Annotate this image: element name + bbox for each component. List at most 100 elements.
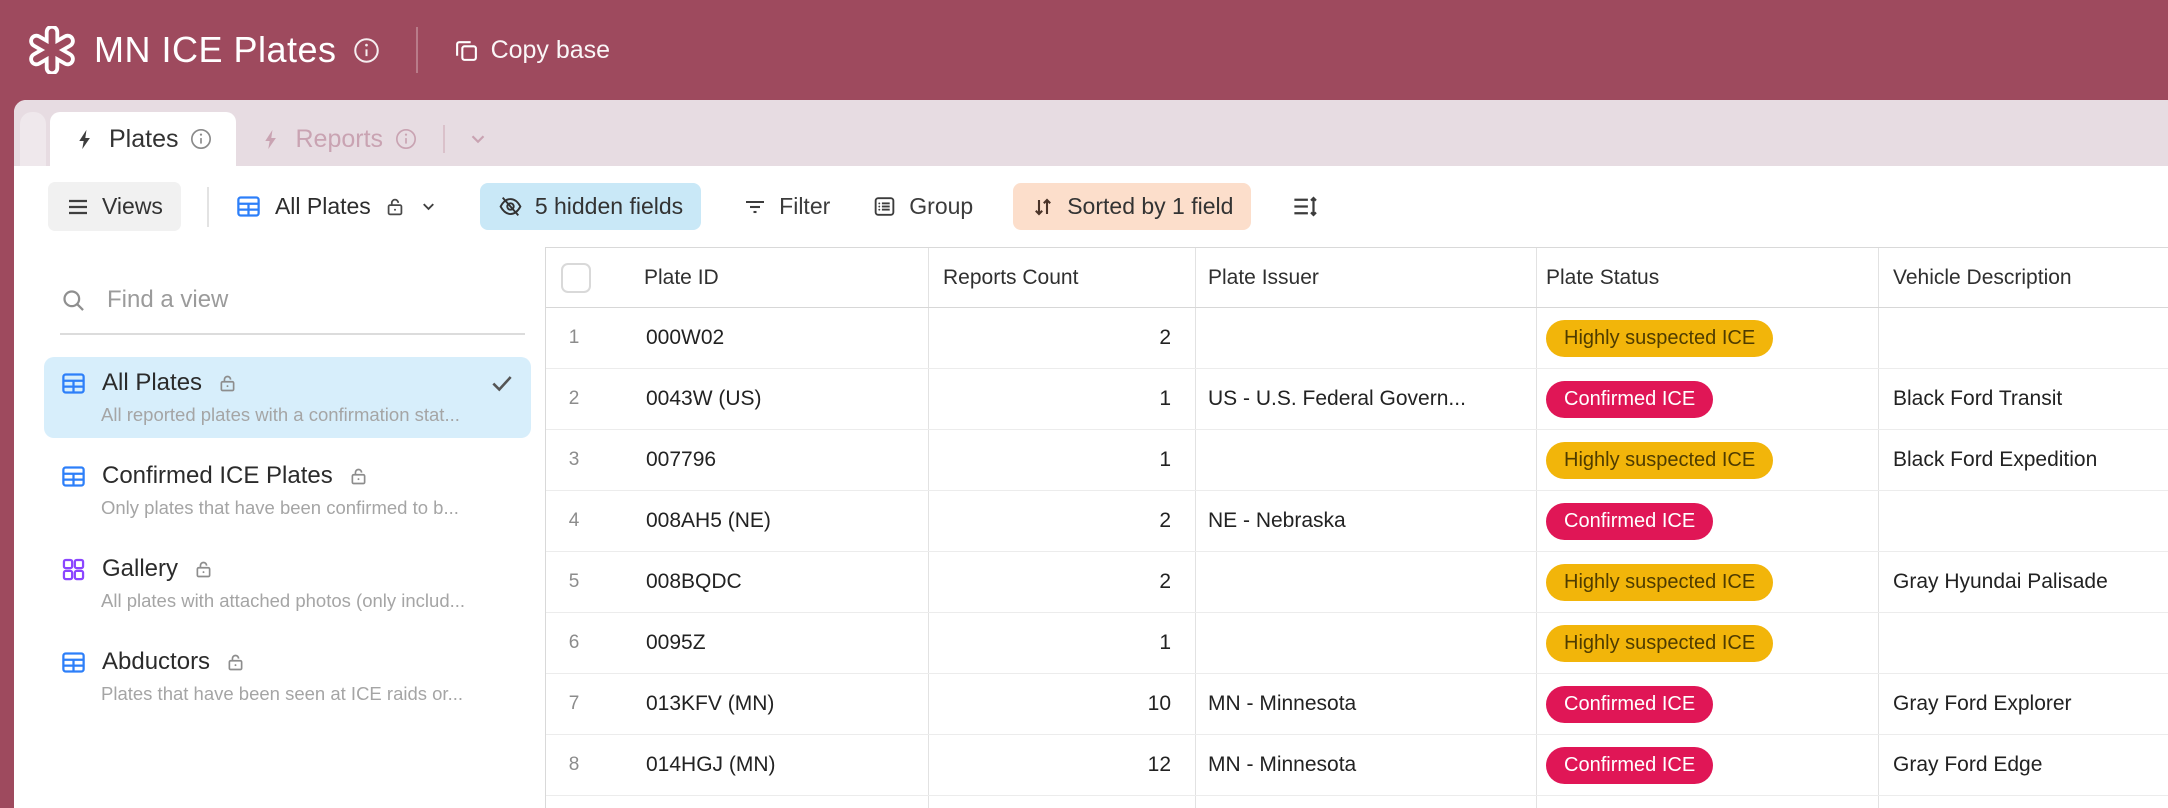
plate-status-badge[interactable]: Confirmed ICE — [1546, 685, 1714, 723]
tab-divider — [443, 125, 446, 153]
chevron-down-icon[interactable] — [467, 128, 489, 150]
sidebar-view-item-abductors[interactable]: Abductors Plates that have been seen at … — [44, 636, 531, 717]
table-row[interactable]: 8 014HGJ (MN) 12 MN - Minnesota Confirme… — [546, 735, 2168, 796]
reports-count-cell[interactable]: 2 — [1159, 570, 1171, 593]
app-window: Plates Reports Views — [14, 100, 2168, 808]
tab-reports-label: Reports — [295, 124, 384, 153]
plate-issuer-cell[interactable]: US - U.S. Federal Govern... — [1208, 387, 1466, 410]
plate-status-badge[interactable]: Highly suspected ICE — [1546, 319, 1774, 357]
select-all-checkbox[interactable] — [561, 262, 591, 293]
info-icon[interactable] — [190, 128, 212, 150]
sort-label: Sorted by 1 field — [1067, 193, 1234, 219]
copy-icon — [455, 40, 477, 61]
sidebar-view-item-gallery[interactable]: Gallery All plates with attached photos … — [44, 543, 531, 624]
search-icon — [63, 289, 84, 311]
plate-id-cell[interactable]: 000W02 — [646, 326, 725, 349]
view-description: Only plates that have been confirmed to … — [101, 497, 459, 518]
column-header-plate-status[interactable]: Plate Status — [1546, 265, 1660, 289]
table-row[interactable]: 1 000W02 2 Highly suspected ICE — [546, 308, 2168, 369]
lock-icon — [351, 468, 366, 484]
table-row[interactable]: 2 0043W (US) 1 US - U.S. Federal Govern.… — [546, 369, 2168, 430]
group-button[interactable]: Group — [872, 193, 973, 220]
vehicle-description-cell[interactable]: Gray Ford Edge — [1893, 753, 2043, 776]
plate-id-cell[interactable]: 007796 — [646, 448, 717, 471]
reports-count-cell[interactable]: 1 — [1159, 631, 1171, 654]
sort-button[interactable]: Sorted by 1 field — [1013, 183, 1252, 230]
find-view-input[interactable] — [105, 285, 485, 315]
reports-count-cell[interactable]: 1 — [1159, 448, 1171, 471]
current-view-switcher[interactable]: All Plates — [235, 193, 438, 220]
column-header-plate-id[interactable]: Plate ID — [644, 265, 719, 289]
plate-status-badge[interactable]: Highly suspected ICE — [1546, 563, 1774, 601]
reports-count-cell[interactable]: 2 — [1159, 509, 1171, 532]
column-header-vehicle-description[interactable]: Vehicle Description — [1893, 265, 2072, 289]
vehicle-description-cell[interactable]: Gray Hyundai Palisade — [1893, 570, 2108, 593]
plate-status-badge[interactable]: Confirmed ICE — [1546, 380, 1714, 418]
sidebar-view-item-all-plates[interactable]: All Plates All reported plates with a co… — [44, 357, 531, 438]
table-row[interactable]: 3 007796 1 Highly suspected ICE Black Fo… — [546, 430, 2168, 491]
grid-view-icon — [237, 196, 260, 217]
info-icon[interactable] — [353, 37, 380, 64]
row-number: 5 — [568, 571, 580, 592]
plate-id-cell[interactable]: 0095Z — [646, 631, 706, 654]
sidebar-view-item-confirmed-ice-plates[interactable]: Confirmed ICE Plates Only plates that ha… — [44, 450, 531, 531]
plate-id-cell[interactable]: 0043W (US) — [646, 387, 762, 410]
view-description: Plates that have been seen at ICE raids … — [101, 683, 463, 704]
views-button[interactable]: Views — [48, 182, 181, 231]
plate-issuer-cell[interactable]: MN - Minnesota — [1208, 753, 1357, 776]
row-number: 4 — [568, 510, 580, 531]
column-header-plate-issuer[interactable]: Plate Issuer — [1208, 265, 1319, 289]
tab-plates[interactable]: Plates — [50, 112, 237, 166]
reports-count-cell[interactable]: 1 — [1159, 387, 1171, 410]
find-view-search[interactable] — [60, 281, 525, 335]
header-divider — [415, 27, 418, 73]
table-row[interactable]: 4 008AH5 (NE) 2 NE - Nebraska Confirmed … — [546, 491, 2168, 552]
plate-id-cell[interactable]: 014HGJ (MN) — [646, 753, 776, 776]
base-title: MN ICE Plates — [94, 29, 337, 70]
hidden-fields-label: 5 hidden fields — [534, 193, 684, 219]
reports-count-cell[interactable]: 2 — [1159, 326, 1171, 349]
row-height-button[interactable] — [1291, 193, 1318, 220]
vehicle-description-cell[interactable]: Black Ford Expedition — [1893, 448, 2098, 471]
table-row[interactable]: 5 008BQDC 2 Highly suspected ICE Gray Hy… — [546, 552, 2168, 613]
plate-issuer-cell[interactable]: NE - Nebraska — [1208, 509, 1346, 532]
table-row[interactable]: 6 0095Z 1 Highly suspected ICE — [546, 613, 2168, 674]
plate-status-badge[interactable]: Confirmed ICE — [1546, 746, 1714, 784]
tab-strip-corner — [20, 112, 46, 166]
lock-icon — [387, 198, 403, 215]
view-description: All plates with attached photos (only in… — [101, 590, 466, 611]
lock-icon — [196, 561, 211, 577]
table-tab-strip: Plates Reports — [14, 100, 2168, 166]
row-number: 3 — [568, 449, 580, 470]
grid-view-icon — [62, 465, 85, 487]
filter-button[interactable]: Filter — [743, 193, 830, 220]
plate-status-badge[interactable]: Highly suspected ICE — [1546, 624, 1774, 662]
reports-count-cell[interactable]: 10 — [1147, 692, 1171, 715]
reports-count-cell[interactable]: 12 — [1147, 753, 1171, 776]
view-name: Abductors — [102, 648, 211, 675]
vehicle-description-cell[interactable]: Gray Ford Explorer — [1893, 692, 2072, 715]
table-row[interactable]: Confirmed ICE — [546, 796, 2168, 808]
plate-id-cell[interactable]: 013KFV (MN) — [646, 692, 775, 715]
row-height-icon — [1294, 196, 1318, 217]
plate-status-badge[interactable]: Confirmed ICE — [1546, 502, 1714, 540]
plate-id-cell[interactable]: 008BQDC — [646, 570, 742, 593]
plate-status-badge[interactable]: Highly suspected ICE — [1546, 441, 1774, 479]
table-row[interactable]: 7 013KFV (MN) 10 MN - Minnesota Confirme… — [546, 674, 2168, 735]
grid-view-icon — [62, 651, 85, 673]
hidden-fields-button[interactable]: 5 hidden fields — [479, 183, 702, 230]
tab-reports[interactable]: Reports — [236, 112, 441, 166]
bolt-icon — [265, 129, 277, 149]
eye-off-icon — [499, 197, 522, 216]
column-header-reports-count[interactable]: Reports Count — [943, 265, 1079, 289]
plate-id-cell[interactable]: 008AH5 (NE) — [646, 509, 771, 532]
vehicle-description-cell[interactable]: Black Ford Transit — [1893, 387, 2063, 410]
grid-header-row: Plate ID Reports Count Plate Issuer Plat… — [546, 248, 2168, 308]
copy-base-button[interactable]: Copy base — [454, 36, 610, 65]
current-view-name: All Plates — [274, 193, 371, 219]
plate-issuer-cell[interactable]: MN - Minnesota — [1208, 692, 1357, 715]
gallery-view-icon — [62, 558, 85, 580]
row-number: 7 — [568, 693, 580, 714]
tab-plates-label: Plates — [109, 124, 179, 153]
view-toolbar: Views All Plates 5 hidden fields — [14, 166, 2168, 247]
